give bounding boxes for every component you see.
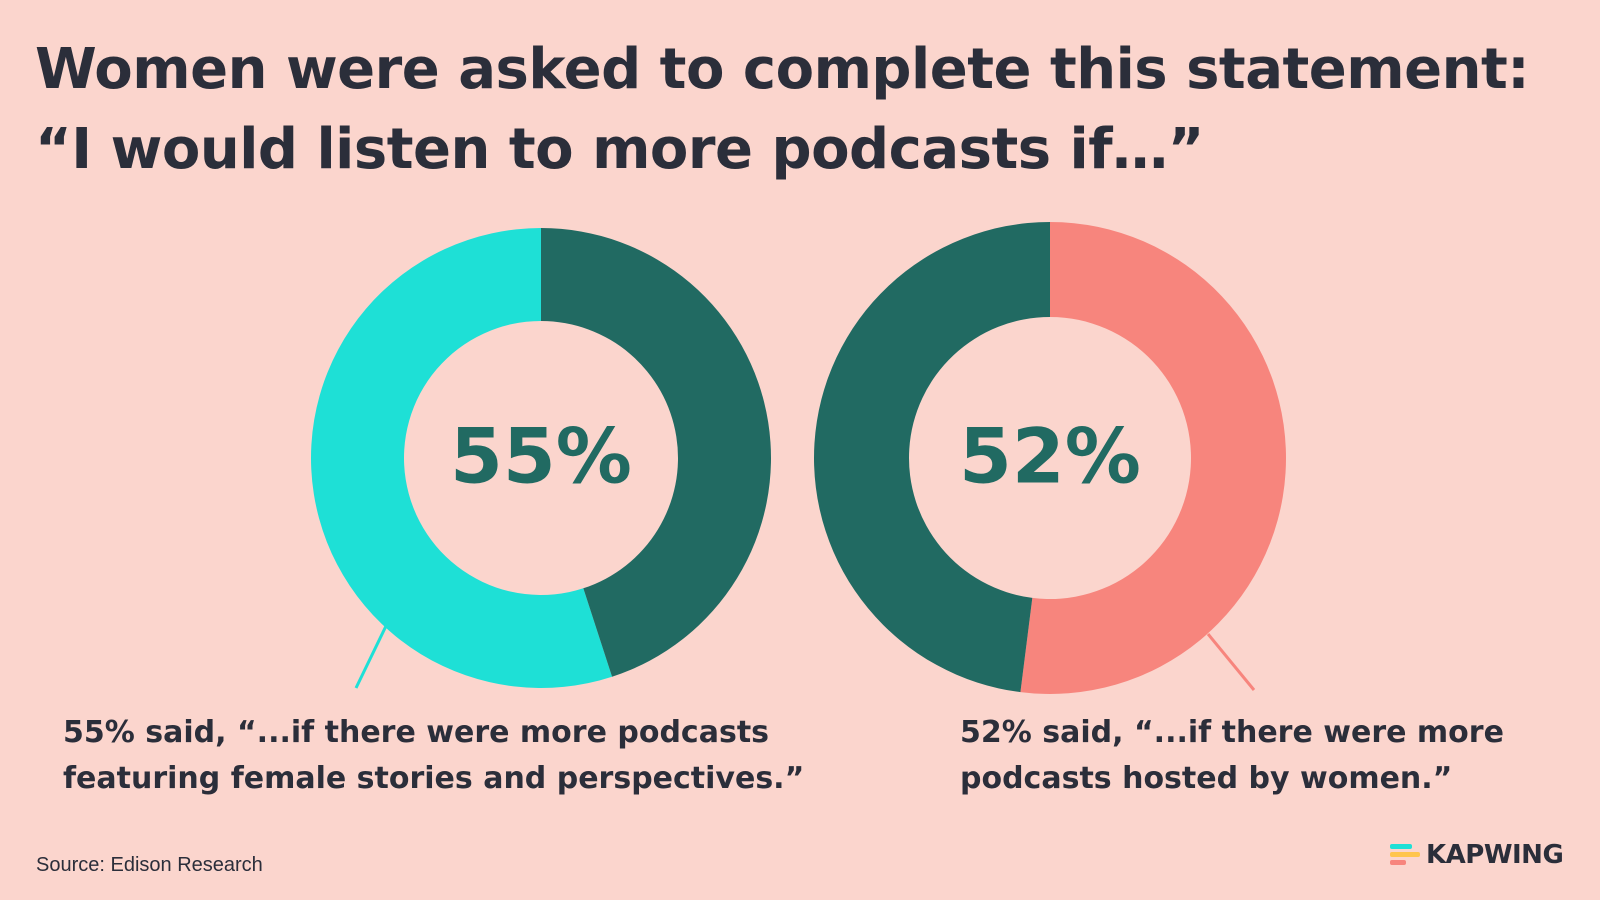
donut-2-slice-highlight	[1020, 222, 1286, 694]
donut-chart-2: 52%	[813, 222, 1286, 694]
kapwing-logo-icon	[1390, 844, 1420, 866]
donut-2-caption: 52% said, “...if there were more podcast…	[960, 715, 1504, 796]
page-title: Women were asked to complete this statem…	[35, 37, 1530, 182]
donut-chart-1: 55%	[310, 228, 771, 689]
donut-1-slice-highlight	[310, 228, 613, 688]
brand-name: KAPWING	[1426, 840, 1564, 870]
donut-1-caption: 55% said, “...if there were more podcast…	[63, 715, 805, 796]
donut-2-slice-rest	[813, 222, 1050, 693]
donut-1-leader-line	[354, 625, 388, 689]
brand-logo: KAPWING	[1390, 840, 1564, 870]
donut-1-slice-rest	[541, 228, 771, 677]
donut-2-center-label: 52%	[959, 412, 1141, 501]
donut-2-leader-line	[1206, 633, 1256, 691]
source-note: Source: Edison Research	[36, 854, 263, 876]
donut-1-center-label: 55%	[450, 412, 632, 501]
